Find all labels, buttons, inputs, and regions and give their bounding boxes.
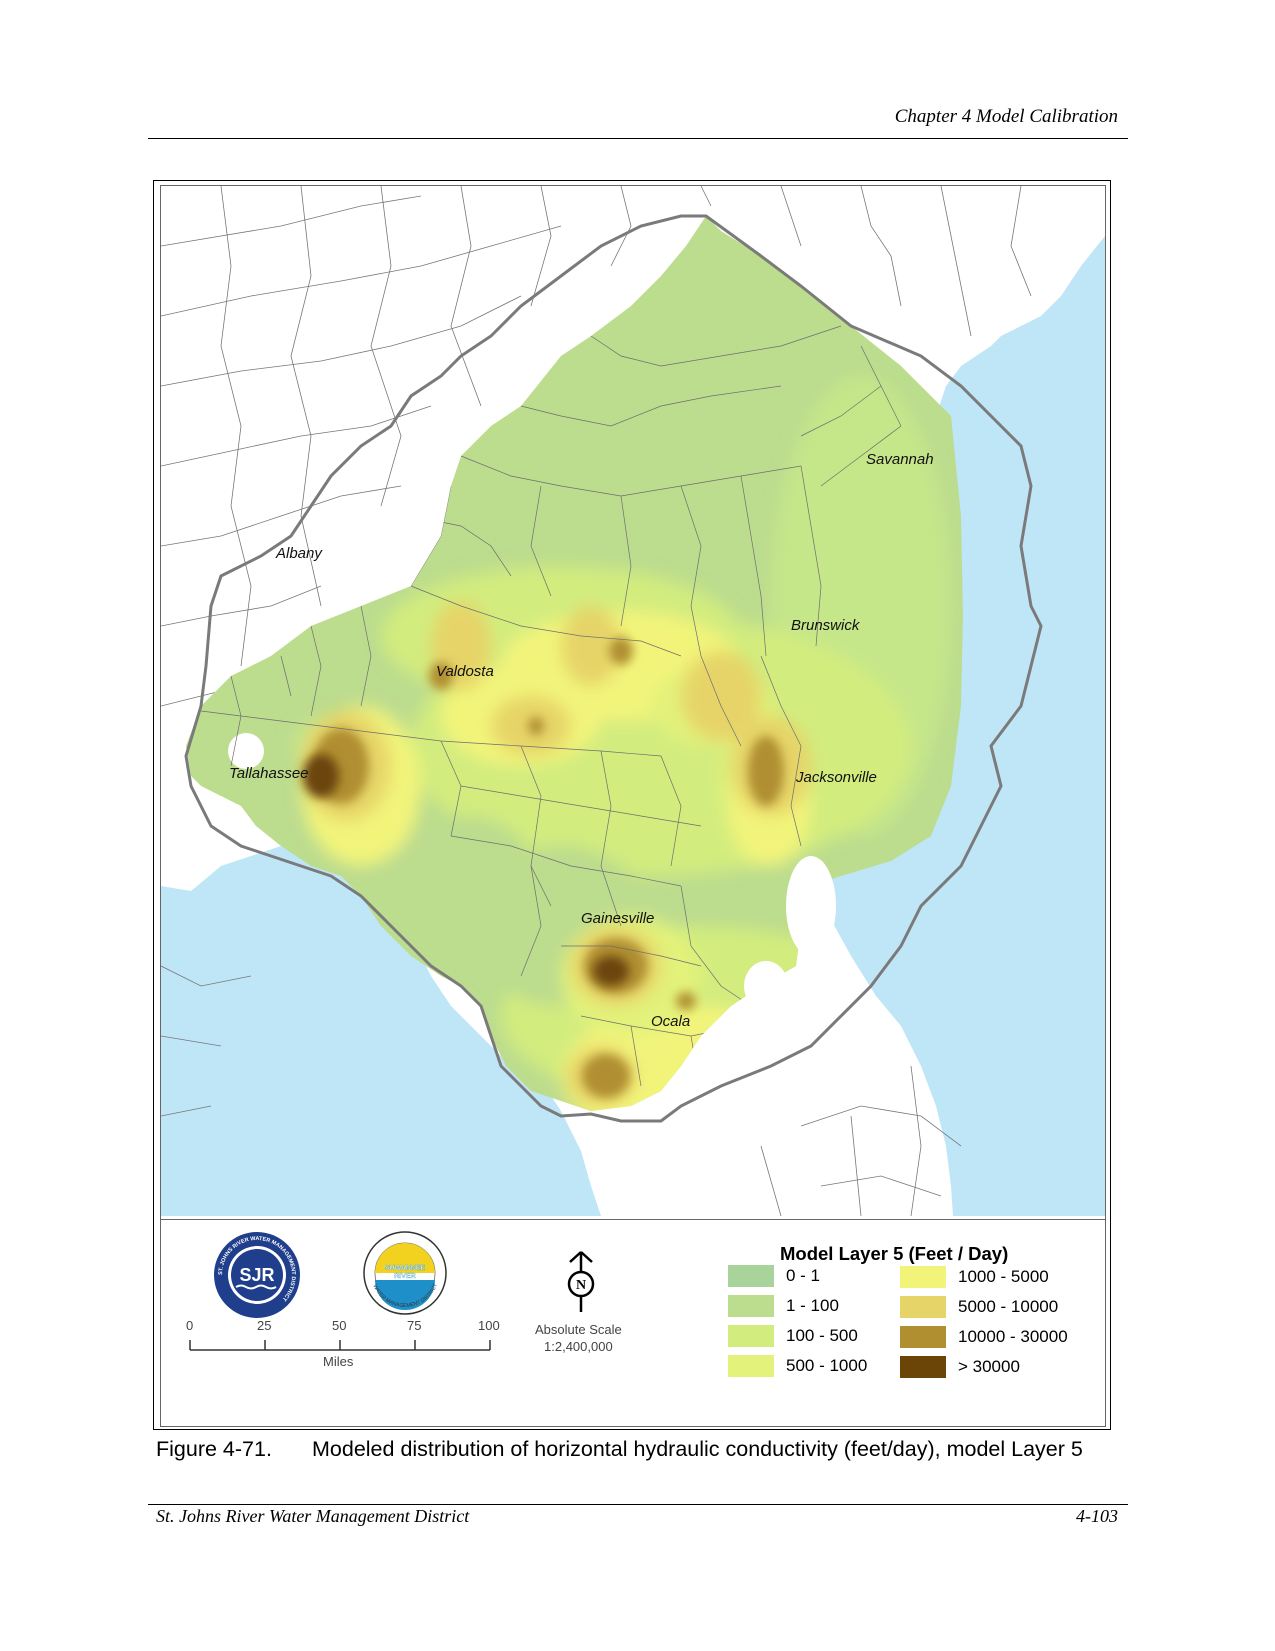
footer-organization: St. Johns River Water Management Distric… [156, 1506, 470, 1526]
legend-swatch [900, 1356, 946, 1378]
legend-panel [160, 1219, 1106, 1425]
legend-item: 100 - 500 [728, 1325, 858, 1347]
scale-unit: Miles [323, 1354, 354, 1369]
scale-tick-0: 0 [186, 1318, 194, 1333]
model-boundary [184, 214, 1043, 1123]
legend-label: 500 - 1000 [786, 1356, 868, 1375]
legend-label: 1000 - 5000 [958, 1267, 1049, 1286]
county-lines [161, 186, 1032, 1216]
figure-caption: Figure 4-71. Modeled distribution of hori… [156, 1437, 1083, 1462]
scale-tick-50: 50 [332, 1318, 347, 1333]
legend-swatch [728, 1355, 774, 1377]
absolute-scale-label: Absolute Scale [535, 1322, 622, 1337]
legend-label: 0 - 1 [786, 1266, 821, 1285]
scale-tick-25: 25 [257, 1318, 272, 1333]
city-label-ocala: Ocala [651, 1013, 690, 1030]
city-label-valdosta: Valdosta [436, 663, 494, 680]
chapter-header: Chapter 4 Model Calibration [894, 106, 1118, 127]
legend-swatch [728, 1295, 774, 1317]
sjr-logo: ST. JOHNS RIVER WATER MANAGEMENT DISTRIC… [214, 1232, 300, 1318]
legend-swatch [728, 1325, 774, 1347]
north-arrow-icon: N [567, 1251, 595, 1312]
city-label-jacksonville: Jacksonville [795, 769, 877, 786]
legend-title: Model Layer 5 (Feet / Day) [780, 1243, 1009, 1264]
srwmd-name-line2: RIVER [394, 1273, 415, 1280]
figure-frame [153, 180, 1111, 1430]
legend-swatch [728, 1265, 774, 1287]
legend-label: 10000 - 30000 [958, 1327, 1068, 1346]
scale-tick-75: 75 [407, 1318, 422, 1333]
legend-swatch [900, 1296, 946, 1318]
conductivity-map: Savannah Albany Brunswick Valdosta Talla… [161, 186, 1105, 1216]
legend-item: > 30000 [900, 1356, 1020, 1378]
absolute-scale-ratio: 1:2,400,000 [544, 1339, 613, 1354]
north-letter: N [576, 1278, 586, 1293]
legend-swatch [900, 1266, 946, 1288]
absolute-scale: Absolute Scale 1:2,400,000 [535, 1321, 622, 1355]
legend-label: 1 - 100 [786, 1296, 839, 1315]
sjr-letters: SJR [239, 1265, 274, 1285]
city-label-albany: Albany [275, 545, 323, 562]
page-number: 4-103 [1076, 1506, 1118, 1526]
legend-item: 1 - 100 [728, 1295, 839, 1317]
legend-item: 1000 - 5000 [900, 1266, 1049, 1288]
scale-bar [189, 1340, 491, 1351]
figure-inner-frame [160, 185, 1106, 1427]
figure-caption-text: Modeled distribution of horizontal hydra… [312, 1437, 1083, 1461]
model-county-lines [200, 325, 902, 1097]
footer-rule [148, 1504, 1128, 1505]
figure-number: Figure 4-71. [156, 1437, 272, 1461]
legend-label: > 30000 [958, 1357, 1020, 1376]
legend-item: 0 - 1 [728, 1265, 820, 1287]
legend-label: 5000 - 10000 [958, 1297, 1059, 1316]
legend-item: 500 - 1000 [728, 1355, 867, 1377]
city-label-gainesville: Gainesville [581, 910, 654, 927]
header-rule [148, 138, 1128, 139]
gulf-of-mexico [161, 846, 601, 1216]
srwmd-logo: SUWANNEE RIVER WATER MANAGEMENT DISTRICT [363, 1231, 447, 1315]
legend-label: 100 - 500 [786, 1326, 858, 1345]
scale-tick-100: 100 [478, 1318, 500, 1333]
city-label-tallahassee: Tallahassee [229, 765, 309, 782]
legend-item: 5000 - 10000 [900, 1296, 1058, 1318]
legend-item: 10000 - 30000 [900, 1326, 1068, 1348]
city-label-brunswick: Brunswick [791, 617, 861, 634]
srwmd-name-line1: SUWANNEE [385, 1265, 426, 1272]
legend-swatch [900, 1326, 946, 1348]
city-label-savannah: Savannah [866, 451, 934, 468]
